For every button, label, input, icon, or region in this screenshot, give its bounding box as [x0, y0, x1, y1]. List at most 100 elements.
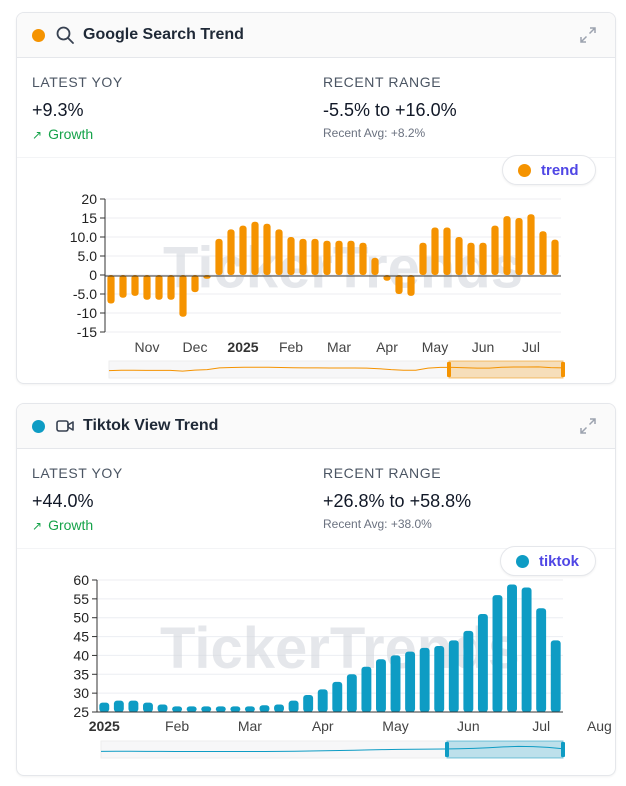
bar	[335, 240, 343, 275]
bar	[155, 275, 163, 300]
arrow-up-right-icon: ↗	[32, 519, 43, 533]
bar	[274, 704, 284, 712]
zoom-slider[interactable]	[100, 740, 565, 759]
accent-dot	[32, 29, 45, 42]
google-trend-chart: TickerTrends 20 15 10.0 5.0 0 -5.0 -10 -15 Nov Dec…	[70, 191, 565, 379]
card-title: Google Search Trend	[83, 26, 244, 43]
bar	[550, 640, 561, 712]
google-search-trend-card: Google Search Trend LATEST YOY +9.3% ↗ Gr…	[16, 12, 616, 384]
bar	[215, 706, 226, 712]
zoom-sparkline	[100, 745, 564, 752]
zoom-handle-right[interactable]	[561, 742, 565, 757]
zoom-slider[interactable]	[108, 360, 565, 379]
zoom-selection	[446, 740, 564, 759]
y-tick-label: 50	[73, 610, 89, 626]
x-tick-label: Jul	[522, 339, 540, 355]
bar	[143, 702, 153, 712]
legend-label: trend	[541, 162, 579, 179]
latest-yoy-value: +44.0%	[32, 491, 94, 511]
bar	[239, 225, 247, 275]
bar	[527, 214, 535, 275]
y-tick-label: -5.0	[73, 286, 97, 302]
bar	[405, 651, 416, 712]
legend-tiktok[interactable]: tiktok	[500, 546, 596, 576]
x-tick-label: Jun	[457, 718, 480, 734]
bar	[477, 613, 488, 712]
bar	[179, 275, 187, 317]
x-tick-label: Feb	[165, 718, 189, 734]
bar	[119, 275, 127, 298]
bar	[346, 674, 357, 712]
zoom-handle-left[interactable]	[447, 362, 451, 377]
recent-range-value: +26.8% to +58.8%	[323, 491, 472, 511]
y-tick-label: 35	[73, 666, 89, 682]
y-tick-label: 40	[73, 647, 89, 663]
bar	[431, 227, 439, 275]
bar	[167, 275, 175, 300]
growth-indicator: ↗ Growth	[32, 517, 93, 533]
bar	[359, 242, 367, 275]
tiktok-view-trend-card: Tiktok View Trend LATEST YOY +44.0% ↗ Gro…	[16, 403, 616, 776]
x-tick-label: May	[382, 718, 408, 734]
expand-icon[interactable]	[579, 417, 597, 435]
bars	[107, 214, 559, 317]
bar	[311, 238, 319, 275]
bar	[395, 275, 403, 294]
search-icon	[56, 26, 74, 44]
recent-avg: Recent Avg: +38.0%	[323, 517, 432, 531]
latest-yoy-value: +9.3%	[32, 100, 84, 120]
accent-dot	[32, 420, 45, 433]
expand-icon[interactable]	[579, 26, 597, 44]
bar	[361, 666, 372, 712]
x-tick-label: 2025	[89, 718, 120, 734]
bar	[303, 695, 314, 712]
watermark: TickerTrends	[163, 236, 523, 301]
zoom-handle-right[interactable]	[561, 362, 565, 377]
bar	[455, 237, 463, 275]
recent-range-label: RECENT RANGE	[323, 465, 442, 481]
x-tick-label: Feb	[279, 339, 303, 355]
y-tick-label: 10.0	[70, 229, 97, 245]
growth-label: Growth	[48, 126, 94, 142]
x-tick-label: Apr	[376, 339, 398, 355]
bar	[288, 700, 299, 712]
legend-trend[interactable]: trend	[502, 155, 596, 185]
y-tick-label: -15	[77, 324, 97, 340]
recent-avg: Recent Avg: +8.2%	[323, 126, 426, 140]
y-tick-label: 45	[73, 629, 89, 645]
y-tick-label: 20	[81, 191, 97, 207]
growth-label: Growth	[48, 517, 94, 533]
bar	[539, 231, 547, 275]
bar	[407, 275, 415, 296]
bar	[287, 237, 295, 275]
bar	[551, 239, 559, 275]
recent-range-value: -5.5% to +16.0%	[323, 100, 457, 120]
bar	[507, 584, 517, 712]
bar	[215, 238, 223, 275]
legend-label: tiktok	[539, 553, 580, 570]
bar	[99, 702, 110, 712]
x-tick-label: Aug	[587, 718, 612, 734]
x-tick-label: Jun	[472, 339, 495, 355]
bar	[259, 705, 270, 712]
bar	[419, 647, 430, 712]
bar	[463, 630, 474, 712]
y-tick-label: 30	[73, 685, 89, 701]
x-tick-label: Jul	[532, 718, 550, 734]
bar	[186, 706, 197, 712]
bar	[317, 689, 328, 712]
bar	[448, 640, 459, 712]
bar	[419, 242, 427, 275]
bar	[107, 275, 115, 304]
bar	[244, 706, 255, 712]
bar	[332, 681, 343, 712]
bar	[515, 218, 523, 275]
card-header: Google Search Trend	[17, 13, 615, 58]
zoom-handle-left[interactable]	[445, 742, 449, 757]
card-title: Tiktok View Trend	[83, 417, 219, 434]
y-tick-label: 15	[81, 210, 97, 226]
video-camera-icon	[56, 420, 74, 432]
bar	[467, 242, 475, 275]
bar	[443, 227, 451, 275]
bar	[201, 706, 212, 712]
